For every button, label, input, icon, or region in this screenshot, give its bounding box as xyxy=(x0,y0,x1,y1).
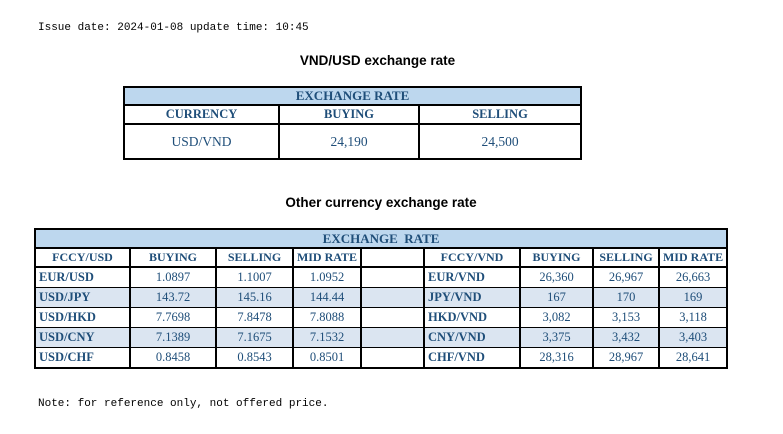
currency-pair-cell: USD/JPY xyxy=(34,287,131,308)
issue-date-text: Issue date: 2024-01-08 update time: 10:4… xyxy=(38,22,309,34)
other-currency-exchange-table: EXCHANGE RATE FCCY/USD BUYING SELLING MI… xyxy=(33,228,729,369)
table-header-row: EXCHANGE RATE xyxy=(33,228,729,249)
buying-rate-cell: 7.7698 xyxy=(129,307,217,328)
mid-rate-cell: 0.8501 xyxy=(292,347,362,369)
currency-pair-cell: JPY/VND xyxy=(423,287,521,308)
selling-rate-cell: 7.1675 xyxy=(215,327,294,348)
column-header-selling-left: SELLING xyxy=(215,247,294,268)
table-row: USD/VND 24,190 24,500 xyxy=(123,123,583,160)
column-header-buying-right: BUYING xyxy=(519,247,594,268)
column-header-currency: CURRENCY xyxy=(123,104,280,125)
buying-rate-cell: 1.0897 xyxy=(129,266,217,288)
spacer-cell xyxy=(360,287,425,308)
column-header-row: FCCY/USD BUYING SELLING MID RATE FCCY/VN… xyxy=(34,247,729,268)
selling-rate-cell: 145.16 xyxy=(215,287,294,308)
table-header: EXCHANGE RATE xyxy=(122,86,583,106)
table-row: USD/JPY 143.72 145.16 144.44 JPY/VND 167… xyxy=(34,287,729,308)
mid-rate-cell: 169 xyxy=(657,287,729,308)
buying-rate-cell: 24,190 xyxy=(278,123,420,160)
currency-pair-cell: EUR/USD xyxy=(34,266,131,288)
table-row: EUR/USD 1.0897 1.1007 1.0952 EUR/VND 26,… xyxy=(34,266,729,288)
buying-rate-cell: 28,316 xyxy=(519,347,594,369)
selling-rate-cell: 28,967 xyxy=(592,347,660,369)
column-header-selling: SELLING xyxy=(417,104,583,125)
selling-rate-cell: 1.1007 xyxy=(215,266,294,288)
selling-rate-cell: 3,432 xyxy=(592,327,660,348)
selling-rate-cell: 0.8543 xyxy=(215,347,294,369)
buying-rate-cell: 143.72 xyxy=(129,287,217,308)
column-header-fccy-usd: FCCY/USD xyxy=(34,247,131,268)
spacer-cell xyxy=(360,327,425,348)
table-row: USD/CNY 7.1389 7.1675 7.1532 CNY/VND 3,3… xyxy=(34,327,729,348)
currency-pair-cell: EUR/VND xyxy=(423,266,521,288)
column-header-midrate-left: MID RATE xyxy=(292,247,362,268)
spacer-cell xyxy=(360,347,425,369)
mid-rate-cell: 26,663 xyxy=(657,266,729,288)
currency-pair-cell: CHF/VND xyxy=(423,347,521,369)
buying-rate-cell: 7.1389 xyxy=(129,327,217,348)
buying-rate-cell: 0.8458 xyxy=(129,347,217,369)
buying-rate-cell: 3,375 xyxy=(519,327,594,348)
usd-table-title: VND/USD exchange rate xyxy=(299,53,456,68)
column-header-buying-left: BUYING xyxy=(129,247,217,268)
currency-pair-cell: CNY/VND xyxy=(423,327,521,348)
currency-pair-cell: USD/CNY xyxy=(34,327,131,348)
mid-rate-cell: 3,403 xyxy=(657,327,729,348)
mid-rate-cell: 28,641 xyxy=(657,347,729,369)
mid-rate-cell: 7.1532 xyxy=(292,327,362,348)
selling-rate-cell: 26,967 xyxy=(592,266,660,288)
currency-pair-cell: HKD/VND xyxy=(423,307,521,328)
selling-rate-cell: 3,153 xyxy=(592,307,660,328)
other-table-title: Other currency exchange rate xyxy=(285,195,477,210)
currency-pair-cell: USD/HKD xyxy=(34,307,131,328)
selling-rate-cell: 24,500 xyxy=(417,123,583,160)
note-text: Note: for reference only, not offered pr… xyxy=(38,398,329,410)
table-row: USD/CHF 0.8458 0.8543 0.8501 CHF/VND 28,… xyxy=(34,347,729,369)
mid-rate-cell: 1.0952 xyxy=(292,266,362,288)
table-header-row: EXCHANGE RATE xyxy=(122,86,583,106)
buying-rate-cell: 26,360 xyxy=(519,266,594,288)
mid-rate-cell: 3,118 xyxy=(657,307,729,328)
column-header-selling-right: SELLING xyxy=(592,247,660,268)
column-header-row: CURRENCY BUYING SELLING xyxy=(123,104,583,125)
usd-vnd-exchange-table: EXCHANGE RATE CURRENCY BUYING SELLING US… xyxy=(122,86,583,160)
column-header-midrate-right: MID RATE xyxy=(657,247,729,268)
column-header-buying: BUYING xyxy=(278,104,420,125)
buying-rate-cell: 3,082 xyxy=(519,307,594,328)
mid-rate-cell: 7.8088 xyxy=(292,307,362,328)
buying-rate-cell: 167 xyxy=(519,287,594,308)
column-header-fccy-vnd: FCCY/VND xyxy=(423,247,521,268)
selling-rate-cell: 170 xyxy=(592,287,660,308)
table-header: EXCHANGE RATE xyxy=(33,228,729,249)
mid-rate-cell: 144.44 xyxy=(292,287,362,308)
spacer-header-cell xyxy=(360,247,425,268)
table-row: USD/HKD 7.7698 7.8478 7.8088 HKD/VND 3,0… xyxy=(34,307,729,328)
spacer-cell xyxy=(360,307,425,328)
spacer-cell xyxy=(360,266,425,288)
selling-rate-cell: 7.8478 xyxy=(215,307,294,328)
currency-pair-cell: USD/VND xyxy=(123,123,280,160)
currency-pair-cell: USD/CHF xyxy=(34,347,131,369)
